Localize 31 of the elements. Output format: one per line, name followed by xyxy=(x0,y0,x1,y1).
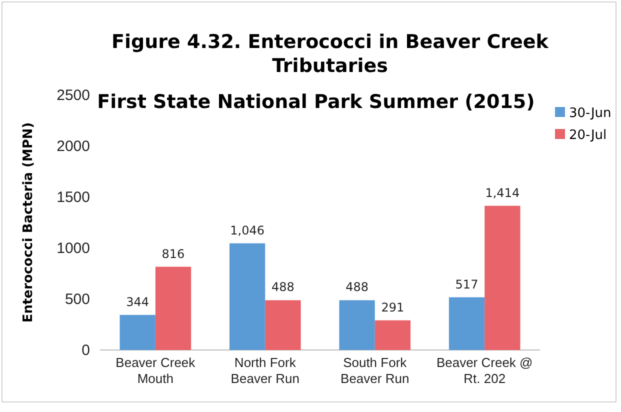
y-tick-label: 1500 xyxy=(56,188,90,206)
data-label: 1,046 xyxy=(230,223,264,238)
data-label: 517 xyxy=(455,277,478,292)
y-tick-label: 0 xyxy=(82,342,90,359)
legend-label: 20-Jul xyxy=(569,128,607,143)
x-tick-label: Beaver Creek Mouth xyxy=(116,355,196,386)
x-tick-label: Beaver Creek @ Rt. 202 xyxy=(436,355,533,386)
bar xyxy=(155,266,192,350)
x-tick-label: South Fork Beaver Run xyxy=(340,355,410,386)
bar xyxy=(339,300,375,350)
y-tick-label: 500 xyxy=(64,290,90,308)
y-tick-label: 2500 xyxy=(56,86,90,104)
legend-label: 30-Jun xyxy=(569,106,612,121)
data-label: 488 xyxy=(346,280,368,294)
bar xyxy=(120,314,156,350)
data-label: 488 xyxy=(272,280,294,294)
y-tick-label: 1000 xyxy=(56,240,90,257)
x-tick-label: North Fork Beaver Run xyxy=(230,355,300,386)
y-axis-title: Enterococci Bacteria (MPN) xyxy=(21,122,36,323)
data-label: 344 xyxy=(126,294,150,309)
bar xyxy=(229,243,266,350)
bar xyxy=(448,297,485,350)
chart-title: Figure 4.32. Enterococci in Beaver Creek Tributaries xyxy=(112,31,549,77)
bar xyxy=(374,320,411,350)
y-tick-label: 2000 xyxy=(56,138,90,155)
chart-subtitle: First State National Park Summer (2015) xyxy=(97,91,535,113)
data-label: 291 xyxy=(381,300,404,314)
bar xyxy=(265,300,301,350)
data-label: 1,414 xyxy=(485,186,520,200)
data-label: 816 xyxy=(162,246,185,261)
bar xyxy=(484,206,520,350)
